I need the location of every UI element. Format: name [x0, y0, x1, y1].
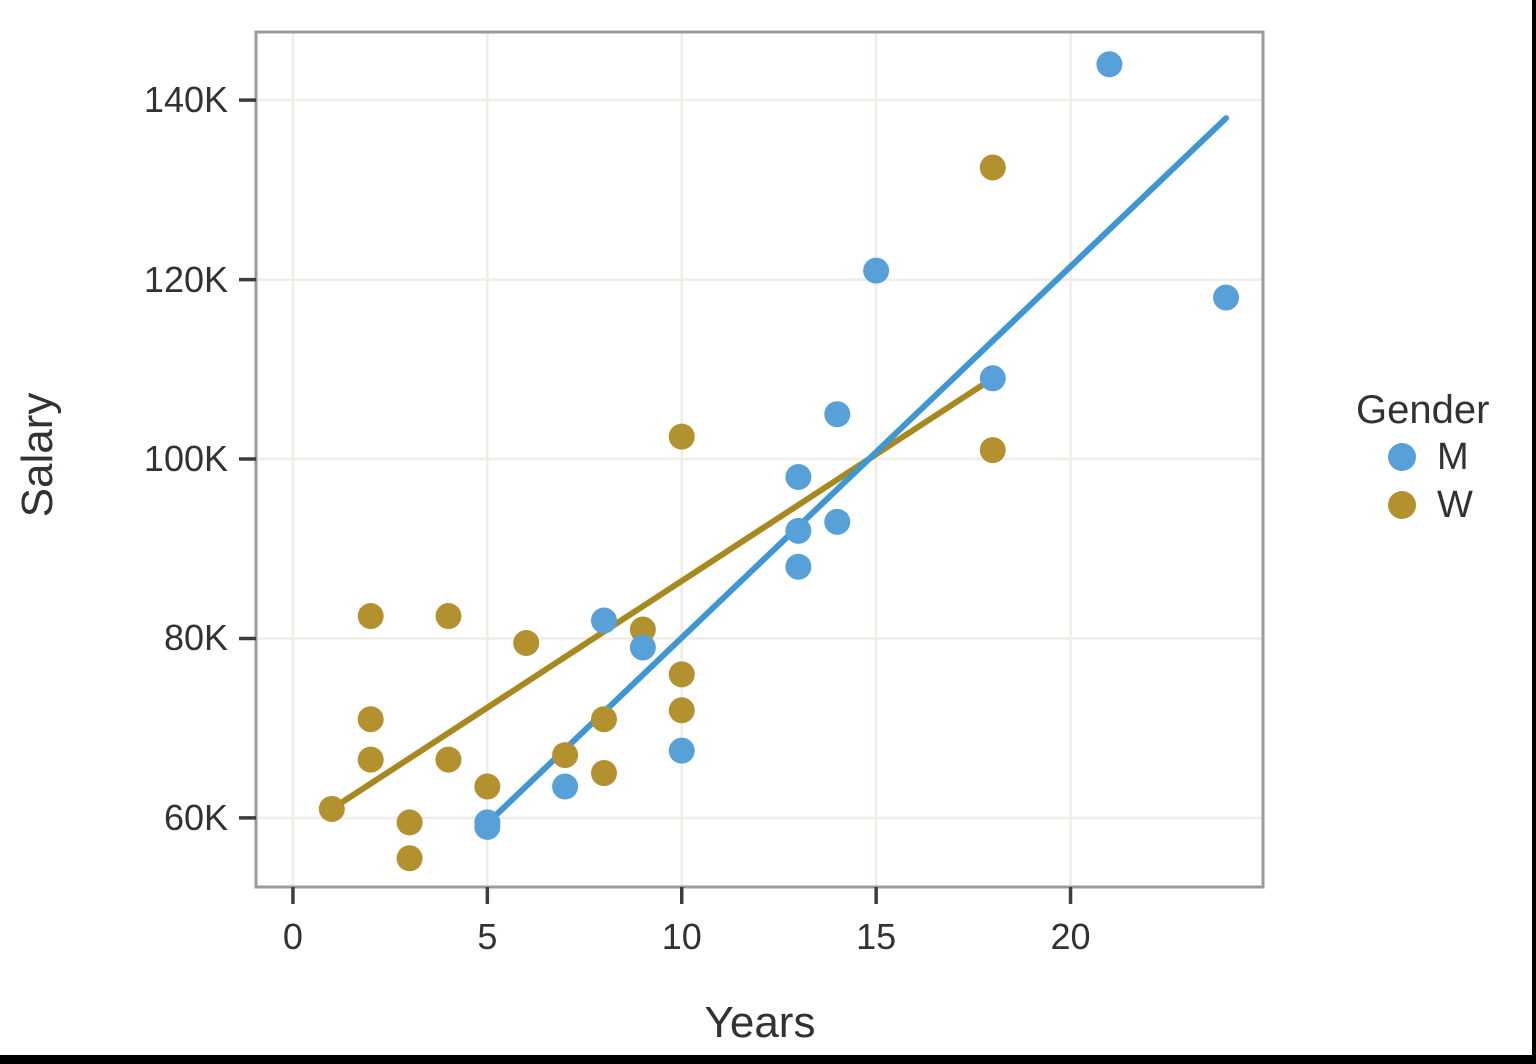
point-w: [318, 795, 345, 822]
point-w: [552, 742, 579, 769]
window-bottom-edge: [0, 1055, 1536, 1064]
legend-title: Gender: [1356, 388, 1490, 432]
point-w: [435, 603, 462, 630]
x-tick-label: 0: [282, 916, 303, 957]
point-w: [435, 746, 462, 773]
x-tick-label: 10: [661, 916, 702, 957]
point-m: [979, 365, 1006, 392]
x-tick-label: 20: [1050, 916, 1091, 957]
x-axis-title: Years: [704, 998, 816, 1047]
legend-swatch-w-icon: [1388, 491, 1416, 519]
point-w: [590, 706, 617, 733]
point-m: [1096, 51, 1123, 78]
legend-swatch-m-icon: [1388, 443, 1416, 471]
point-m: [590, 607, 617, 634]
point-m: [785, 517, 812, 544]
trendline-m: [484, 115, 1230, 827]
point-m: [824, 508, 851, 535]
window-right-edge: [1532, 0, 1536, 1064]
x-tick-label: 5: [477, 916, 498, 957]
point-w: [474, 773, 501, 800]
point-m: [863, 257, 890, 284]
point-w: [979, 154, 1006, 181]
point-m: [668, 737, 695, 764]
legend-item-m: M: [1356, 434, 1526, 480]
y-tick-label: 60K: [163, 796, 228, 838]
y-tick-label: 120K: [143, 258, 228, 300]
y-tick-label: 140K: [143, 79, 228, 121]
y-tick-label: 80K: [163, 617, 228, 659]
point-w: [357, 706, 384, 733]
point-w: [396, 845, 423, 872]
y-axis-title: Salary: [13, 392, 62, 518]
point-m: [474, 813, 501, 840]
legend-item-w: W: [1356, 482, 1526, 528]
point-w: [357, 746, 384, 773]
point-w: [357, 603, 384, 630]
point-m: [824, 401, 851, 428]
point-w: [979, 437, 1006, 464]
point-m: [629, 634, 656, 661]
point-w: [590, 760, 617, 787]
legend-label-w: W: [1437, 484, 1473, 526]
point-w: [513, 629, 540, 656]
point-m: [785, 463, 812, 490]
point-m: [785, 553, 812, 580]
point-w: [668, 697, 695, 724]
trendline-w: [328, 375, 996, 812]
point-w: [396, 809, 423, 836]
legend: Gender M W: [1356, 388, 1526, 528]
point-m: [552, 773, 579, 800]
y-tick-label: 100K: [143, 438, 228, 480]
point-m: [1213, 284, 1240, 311]
legend-label-m: M: [1437, 436, 1469, 478]
point-w: [668, 423, 695, 450]
x-tick-label: 15: [856, 916, 897, 957]
point-w: [629, 616, 656, 643]
point-w: [668, 661, 695, 688]
